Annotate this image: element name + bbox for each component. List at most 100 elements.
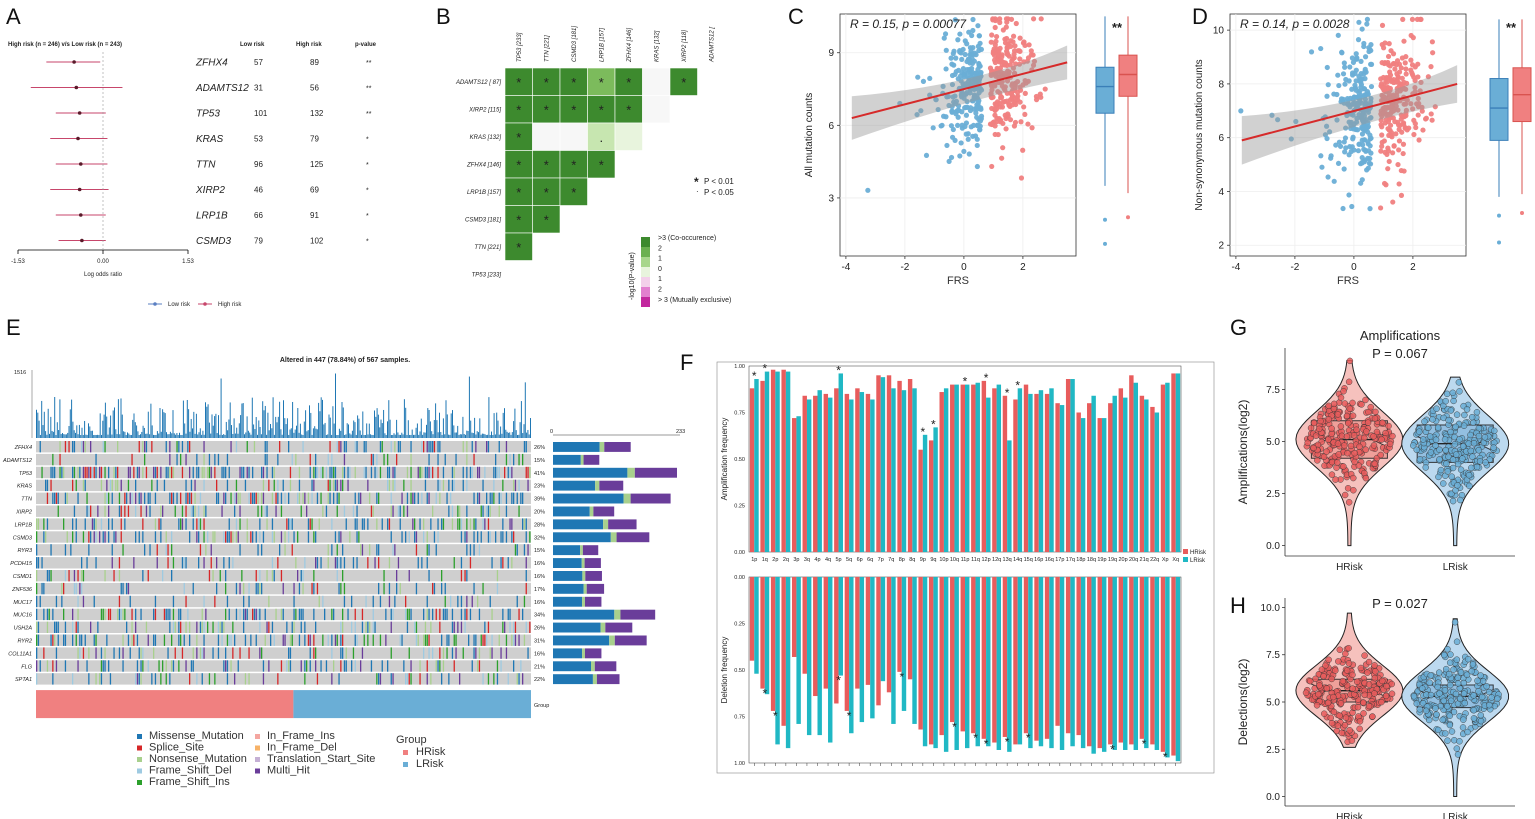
colorbar-segment	[641, 277, 650, 287]
mutation-cell	[451, 466, 454, 479]
data-point	[966, 81, 972, 87]
mutation-cell	[342, 608, 344, 621]
data-point	[1442, 665, 1450, 673]
data-point	[1465, 471, 1473, 479]
data-point	[933, 97, 939, 103]
side-bar-missense	[553, 661, 591, 672]
mutation-cell	[300, 660, 302, 672]
mutation-cell	[203, 634, 205, 646]
side-bar-nonsense	[582, 596, 585, 607]
mutation-cell	[493, 492, 495, 504]
mutation-cell	[351, 660, 353, 672]
tmb-bar	[173, 433, 175, 438]
tmb-bar	[129, 434, 131, 438]
mutation-cell	[477, 660, 479, 672]
data-point	[974, 122, 980, 128]
mutation-cell	[342, 544, 344, 556]
col-label: LRP1B [157]	[599, 28, 605, 62]
mutation-cell	[88, 531, 90, 543]
del-y-label: Deletion frequency	[720, 637, 729, 704]
tmb-bar	[47, 408, 49, 438]
mutation-cell	[79, 647, 81, 659]
mutation-cell	[172, 608, 175, 621]
data-point	[1356, 725, 1363, 733]
group-bar-lrisk	[293, 690, 531, 719]
data-point	[941, 35, 947, 41]
col-header-p: p-value	[355, 42, 377, 48]
data-point	[1361, 43, 1367, 50]
gene-pct: 39%	[534, 497, 545, 503]
mutation-cell	[435, 544, 437, 556]
mutation-cell	[280, 608, 283, 621]
mutation-cell	[448, 479, 450, 492]
mutation-cell	[307, 518, 310, 530]
p-value: **	[366, 111, 372, 118]
mutation-cell	[444, 453, 446, 466]
mutation-cell	[500, 557, 502, 569]
tmb-bar	[314, 426, 316, 438]
gene-row-bg	[36, 466, 531, 479]
mutation-cell	[345, 518, 347, 530]
mutation-cell	[331, 518, 333, 530]
data-point	[1325, 402, 1332, 410]
mutation-cell	[63, 582, 65, 595]
mutation-cell	[459, 518, 461, 530]
tmb-bar	[268, 430, 270, 438]
confidence-band	[851, 45, 1068, 140]
mutation-cell	[356, 505, 358, 517]
data-point	[967, 107, 974, 114]
tmb-bar	[49, 433, 50, 438]
data-point	[976, 60, 982, 67]
data-point	[965, 131, 971, 137]
mutation-cell	[318, 595, 320, 608]
mutation-cell	[228, 557, 230, 569]
tmb-bar	[247, 430, 249, 438]
mutation-cell	[228, 634, 230, 646]
mutation-cell	[457, 518, 459, 530]
data-point	[1386, 158, 1392, 165]
amp-bar-hrisk	[834, 388, 839, 552]
mutation-cell	[79, 634, 81, 646]
heatmap-cell	[532, 205, 561, 234]
gene-pct: 32%	[534, 535, 545, 541]
data-point	[1012, 43, 1018, 49]
mutation-cell	[102, 531, 104, 543]
mutation-cell	[271, 531, 274, 543]
data-point	[1419, 436, 1427, 443]
mutation-cell	[426, 441, 428, 453]
tmb-bar	[98, 434, 100, 438]
signif-star: *	[544, 102, 549, 117]
mutation-cell	[516, 673, 518, 685]
tmb-bar	[370, 434, 372, 438]
mutation-cell	[201, 673, 203, 685]
data-point	[927, 75, 933, 82]
mutation-cell	[383, 570, 385, 582]
data-point	[1410, 106, 1416, 112]
mutation-cell	[516, 544, 518, 556]
data-point	[1004, 48, 1010, 54]
mutation-cell	[266, 466, 268, 479]
mutation-cell	[226, 479, 229, 492]
data-point	[958, 140, 964, 146]
signif-star: .	[599, 130, 603, 145]
p-value-annotation: P = 0.027	[1372, 596, 1428, 611]
mutation-cell	[473, 634, 475, 646]
amp-bar-lrisk	[1007, 440, 1012, 552]
mutation-cell	[316, 582, 319, 595]
mutation-cell	[361, 518, 364, 530]
amp-signif-star: *	[984, 371, 989, 385]
tmb-bar	[380, 419, 382, 438]
heatmap-cell	[532, 67, 561, 96]
mutation-cell	[147, 660, 149, 672]
mutation-cell	[388, 557, 391, 569]
data-point	[970, 16, 976, 23]
mutation-cell	[424, 621, 427, 633]
tmb-bar	[500, 426, 502, 438]
mutation-cell	[417, 466, 419, 479]
data-point	[946, 158, 952, 164]
mutation-cell	[401, 531, 403, 543]
mutation-cell	[118, 492, 121, 504]
mutation-cell	[82, 441, 85, 453]
mutation-cell	[185, 518, 187, 530]
mutation-cell	[513, 660, 515, 672]
